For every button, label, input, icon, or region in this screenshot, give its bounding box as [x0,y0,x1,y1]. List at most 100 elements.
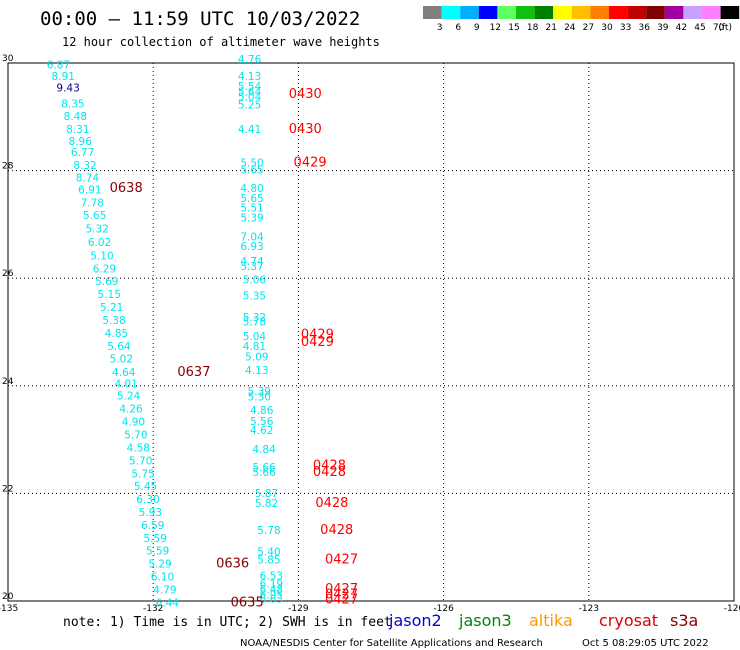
wave-height-value: 5.39 [248,386,271,398]
wave-height-value: 4.01 [114,378,137,390]
wave-height-value: 6.02 [88,237,111,249]
colorbar-label: 42 [676,23,687,33]
y-tick-label: 28 [2,162,14,172]
wave-height-value: 4.86 [250,405,274,417]
wave-height-value: 6.30 [136,494,159,506]
pass-time-label: 0430 [289,122,322,137]
wave-height-value: 5.32 [243,312,266,324]
footer-credit: NOAA/NESDIS Center for Satellite Applica… [240,638,543,649]
wave-height-value: 5.65 [240,164,263,176]
wave-height-value: 5.65 [240,193,263,205]
wave-height-value: 4.81 [243,341,266,353]
wave-height-value: 6.44 [156,597,180,609]
colorbar-swatch [627,6,647,19]
x-tick-label: -135 [0,604,18,614]
note-text: note: 1) Time is in UTC; 2) SWH is in fe… [63,615,392,630]
colorbar-label: 70 [713,23,725,33]
colorbar-label: 6 [455,23,461,33]
wave-height-value: 6.10 [151,572,174,584]
wave-height-value: 6.59 [141,520,164,532]
wave-height-value: 5.59 [144,533,167,545]
pass-time-label: 0428 [315,496,348,511]
pass-time-labels: 0638063706360635043004300429042904290428… [110,87,358,610]
wave-height-value: 5.70 [129,455,152,467]
pass-time-label: 0429 [294,155,327,170]
wave-height-value: 5.78 [243,317,266,329]
y-tick-label: 24 [2,377,14,387]
wave-height-value: 6.87 [47,59,70,71]
wave-height-value: 6.95 [260,589,283,601]
colorbar-swatch [497,6,516,19]
colorbar-label: 12 [490,23,501,33]
wave-height-value: 4.80 [240,183,263,195]
wave-height-value: 5.24 [117,390,141,402]
wave-height-value: 5.39 [240,213,263,225]
wave-height-value: 7.78 [81,198,104,210]
wave-height-value: 5.56 [250,416,274,428]
colorbar-label: 27 [583,23,594,33]
y-tick-label: 26 [2,269,14,279]
wave-height-value: 5.35 [243,291,266,303]
colorbar-swatch [683,6,702,19]
colorbar-label: 24 [564,23,576,33]
wave-height-value: 5.59 [146,546,169,558]
wave-height-value: 5.04 [243,331,267,343]
pass-time-label: 0427 [325,587,358,602]
wave-height-value: 5.50 [240,157,263,169]
x-tick-label: -120 [724,604,740,614]
wave-height-value: 5.15 [98,289,121,301]
wave-height-value: 5.30 [248,391,271,403]
wave-height-value: 5.66 [252,467,276,479]
wave-height-value: 6.77 [71,147,94,159]
colorbar-label: 18 [527,23,539,33]
chart-title: 00:00 – 11:59 UTC 10/03/2022 [40,8,360,30]
wave-height-value: 8.31 [66,124,89,136]
mission-legend: jason2 jason3 altika cryosat s3a [388,611,698,630]
colorbar-label: 33 [620,23,631,33]
mission-jason3: jason3 [458,611,512,630]
pass-time-label: 0638 [110,181,143,196]
footer-timestamp: Oct 5 08:29:05 UTC 2022 [582,638,709,649]
wave-height-value: 4.13 [238,71,261,83]
wave-height-value: 5.09 [245,352,268,364]
wave-height-value: 4.76 [238,54,262,66]
colorbar-swatch [423,6,442,19]
colorbar-swatch [441,6,461,19]
colorbar-swatch [516,6,535,19]
wave-height-value: 6.63 [260,594,283,606]
wave-height-value: 5.69 [95,276,118,288]
colorbar-label: 36 [638,23,650,33]
wave-height-value: 5.02 [110,354,133,366]
pass-time-label: 0635 [231,595,264,610]
wave-height-value: 5.10 [90,250,113,262]
pass-time-label: 0427 [325,582,358,597]
wave-height-value: 6.53 [260,570,283,582]
pass-time-label: 0428 [320,523,353,538]
wave-height-value: 4.90 [122,417,145,429]
wave-height-value: 4.84 [252,444,276,456]
pass-time-label: 0428 [313,459,346,474]
colorbar-swatch [571,6,591,19]
wave-height-value: 5.04 [238,92,262,104]
colorbar-legend: 3 6 9 12 15 18 21 24 27 30 33 36 39 42 45 70(ft) [423,6,740,33]
wave-height-value: 5.25 [238,100,261,112]
wave-height-value: 4.79 [153,584,176,596]
wave-height-value: 7.04 [240,232,264,244]
colorbar-swatch [590,6,609,19]
mission-jason2: jason2 [388,611,442,630]
x-tick-label: -123 [579,604,599,614]
mission-s3a: s3a [670,611,698,630]
wave-height-value: 4.85 [105,328,128,340]
wave-height-value: 8.32 [73,160,96,172]
wave-height-value: 4.64 [112,367,136,379]
mission-cryosat: cryosat [599,611,658,630]
wave-height-value: 5.38 [102,315,125,327]
wave-height-value: 5.32 [85,223,108,235]
pass-time-label: 0636 [216,557,249,572]
wave-height-value: 5.66 [252,462,276,474]
wave-height-value: 5.51 [240,202,263,214]
axis-ticks: -135 -132 -129 -126 -123 -120 20 22 24 26 28 30 [0,54,740,614]
colorbar-swatch [478,6,498,19]
y-tick-label: 20 [2,592,14,602]
wave-height-value: 8.35 [61,99,84,111]
